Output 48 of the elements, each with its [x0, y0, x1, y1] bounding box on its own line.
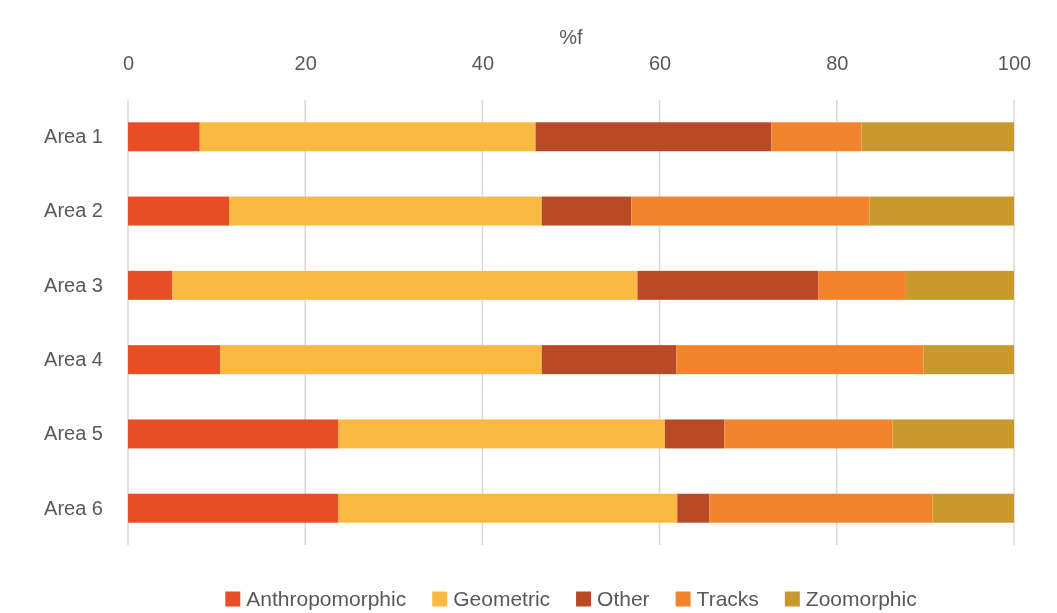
- legend-label: Tracks: [696, 587, 759, 611]
- x-tick-label: 20: [294, 52, 317, 74]
- bar: [724, 419, 893, 449]
- bar: [535, 122, 772, 152]
- x-tick-label: 0: [122, 52, 135, 74]
- y-tick-label: Area 4: [44, 348, 103, 371]
- bar: [541, 345, 677, 375]
- y-tick-label: Area 1: [44, 125, 103, 148]
- bar: [771, 122, 862, 152]
- bar: [337, 493, 678, 523]
- bar: [892, 419, 1014, 449]
- bar: [637, 270, 819, 300]
- legend-label: Anthropomorphic: [246, 587, 407, 611]
- bar: [631, 196, 870, 226]
- legend-label: Zoomorphic: [805, 587, 917, 611]
- y-tick-label: Area 2: [44, 199, 103, 222]
- y-tick-label: Area 5: [44, 422, 103, 445]
- bar: [199, 122, 536, 152]
- bar: [664, 419, 725, 449]
- bar: [172, 270, 638, 300]
- bar: [905, 270, 1014, 300]
- bar: [861, 122, 1014, 152]
- bar: [128, 493, 338, 523]
- bar: [220, 345, 542, 375]
- x-tick-label: 40: [471, 52, 495, 74]
- bar: [541, 196, 632, 226]
- bar: [932, 493, 1014, 523]
- bar: [677, 493, 710, 523]
- x-tick-label: 60: [648, 52, 672, 74]
- y-tick-label: Area 3: [44, 273, 103, 296]
- legend-label: Geometric: [453, 587, 551, 611]
- y-tick-label: Area 6: [44, 496, 103, 519]
- x-tick-label: 100: [997, 52, 1032, 74]
- bar: [128, 122, 200, 152]
- legend-label: Other: [597, 587, 650, 611]
- bar: [229, 196, 542, 226]
- x-axis-title: %f: [559, 26, 584, 48]
- bar: [923, 345, 1014, 375]
- bar: [128, 270, 173, 300]
- bar: [869, 196, 1014, 226]
- bar: [818, 270, 906, 300]
- bar: [676, 345, 924, 375]
- bar: [128, 345, 221, 375]
- bar: [128, 196, 229, 226]
- bar: [128, 419, 338, 449]
- x-tick-label: 80: [826, 52, 849, 74]
- bar: [709, 493, 933, 523]
- bar: [337, 419, 665, 449]
